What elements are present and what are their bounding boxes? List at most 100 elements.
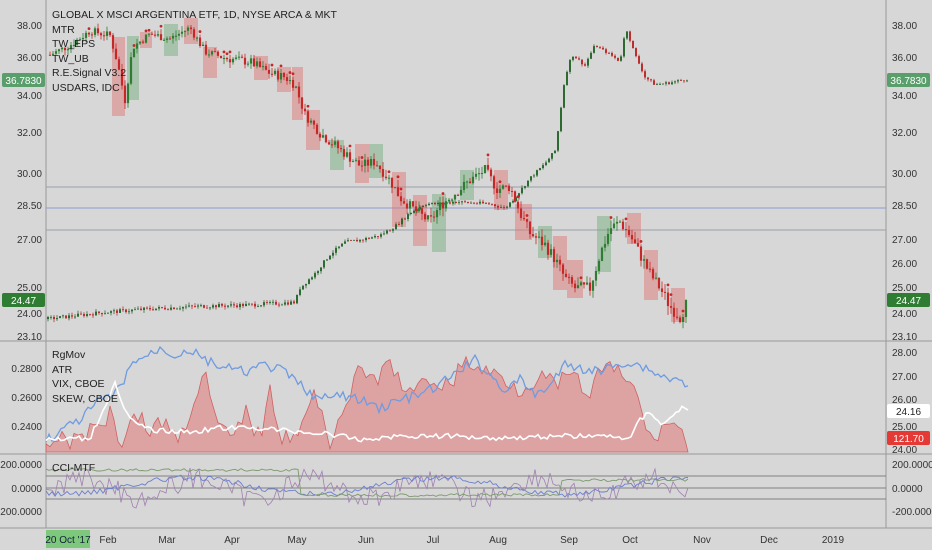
fx-body	[641, 63, 643, 72]
candle-body	[207, 54, 211, 56]
fx-price-badge: 36.7830 36.7830	[2, 73, 930, 87]
candle-body	[612, 223, 616, 229]
candle-body	[393, 187, 397, 189]
fx-body	[476, 203, 478, 205]
candle-body	[318, 133, 322, 138]
candle-body	[114, 48, 118, 60]
candle-body	[240, 56, 244, 58]
right-tick-label: 36.00	[892, 53, 917, 64]
fx-body	[419, 207, 421, 210]
candle-body	[93, 28, 97, 35]
fx-body	[578, 58, 580, 60]
fx-body	[407, 214, 409, 220]
candle-body	[81, 37, 85, 40]
fx-body	[278, 304, 280, 306]
left-tick-label: 27.00	[17, 235, 42, 246]
legend-vix[interactable]: VIX, CBOE	[52, 378, 105, 390]
fx-body	[308, 279, 310, 284]
legend-mtr[interactable]: MTR	[52, 23, 75, 36]
fx-body	[227, 305, 229, 307]
chart-title[interactable]: GLOBAL X MSCI ARGENTINA ETF, 1D, NYSE AR…	[52, 9, 337, 21]
fx-body	[629, 31, 631, 41]
fx-body	[464, 201, 466, 203]
fx-body	[479, 201, 481, 204]
candle-body	[105, 31, 109, 36]
left-tick-label: 28.50	[17, 201, 42, 212]
fx-body	[527, 180, 529, 187]
fx-body	[146, 307, 148, 309]
signal-dot	[396, 175, 400, 179]
fx-body	[119, 309, 121, 313]
fx-body	[653, 80, 655, 85]
fx-body	[638, 56, 640, 64]
signal-dot	[222, 50, 226, 54]
signal-box	[306, 110, 320, 150]
signal-dot	[147, 28, 151, 32]
fx-body	[452, 201, 454, 204]
signal-box	[432, 194, 446, 252]
fx-body	[608, 52, 610, 54]
candle-body	[615, 221, 619, 224]
fx-body	[377, 236, 379, 237]
right-tick-label: 34.00	[892, 91, 917, 102]
fx-body	[611, 52, 613, 56]
candle-body	[576, 285, 580, 289]
fx-body	[650, 79, 652, 81]
time-label: Jul	[427, 535, 440, 546]
candle-body	[555, 259, 559, 263]
legend-tw-ub[interactable]: TW_UB	[52, 52, 89, 65]
legend-skew[interactable]: SKEW, CBOE	[52, 392, 118, 405]
fx-badge-right-text: 36.7830	[890, 76, 927, 87]
fx-body	[428, 203, 430, 206]
right-tick-label: 26.00	[892, 259, 917, 270]
candle-body	[384, 176, 388, 179]
fx-body	[110, 311, 112, 313]
candle-body	[99, 33, 103, 36]
candle-body	[522, 217, 526, 220]
fx-body	[668, 82, 670, 85]
cci-pane	[45, 467, 689, 509]
candle-body	[330, 144, 334, 146]
time-label: Mar	[158, 535, 176, 546]
candle-body	[567, 276, 571, 278]
legend-cci-mtf[interactable]: CCI-MTF	[52, 462, 96, 474]
time-label: Sep	[560, 535, 578, 546]
signal-box	[127, 36, 139, 100]
right-tick-label: 24.00	[892, 309, 917, 320]
candle-body	[447, 199, 451, 202]
main-legend: GLOBAL X MSCI ARGENTINA ETF, 1D, NYSE AR…	[52, 8, 337, 95]
vix-line	[45, 379, 689, 443]
candle-body	[294, 86, 298, 88]
fx-body	[155, 308, 157, 311]
legend-usdars[interactable]: USDARS, IDC	[52, 81, 120, 94]
candle-body	[642, 259, 646, 261]
fx-body	[236, 305, 238, 308]
fx-body	[50, 316, 52, 318]
fx-body	[560, 107, 562, 132]
signal-box	[330, 140, 344, 170]
left-price-axis: 38.00 36.00 34.00 32.00 30.00 28.50 27.00 25.00…	[0, 21, 42, 518]
legend-rgmov[interactable]: RgMov	[52, 349, 86, 361]
fx-body	[563, 85, 565, 108]
legend-tw-eps[interactable]: TW_EPS	[52, 38, 96, 50]
candle-body	[324, 135, 328, 143]
legend-re-signal[interactable]: R.E.Signal V3.2	[52, 67, 127, 79]
candle-body	[498, 188, 502, 193]
fx-body	[101, 312, 103, 315]
fx-body	[125, 309, 127, 313]
signal-dot	[225, 52, 229, 56]
fx-body	[317, 271, 319, 274]
candle-body	[132, 48, 136, 58]
fx-body	[491, 204, 493, 205]
candle-body	[51, 53, 55, 55]
legend-atr[interactable]: ATR	[52, 363, 73, 376]
fx-body	[659, 83, 661, 85]
price-candles	[48, 23, 688, 329]
fx-body	[230, 304, 232, 306]
candle-body	[639, 246, 643, 261]
candle-body	[507, 185, 511, 192]
candle-body	[537, 236, 541, 238]
fx-body	[488, 203, 490, 205]
fx-body	[164, 307, 166, 310]
